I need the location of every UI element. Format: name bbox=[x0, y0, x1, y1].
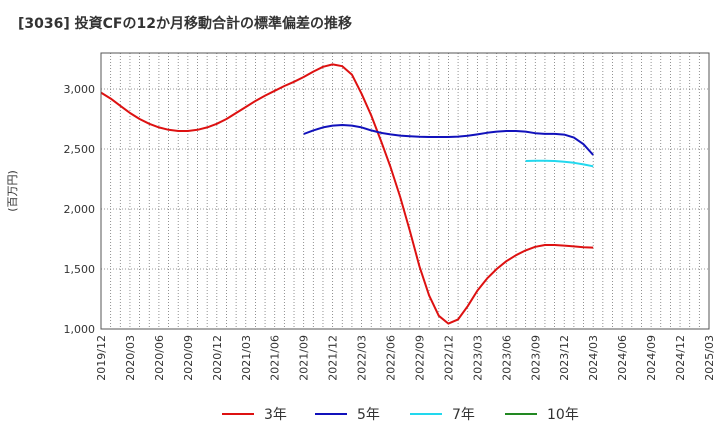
legend-label: 3年 bbox=[264, 407, 287, 423]
y-tick-label: 1,500 bbox=[64, 263, 96, 276]
x-tick-label: 2021/06 bbox=[269, 335, 282, 381]
x-tick-label: 2020/06 bbox=[153, 335, 166, 381]
legend-label: 5年 bbox=[357, 407, 380, 423]
grid-layer bbox=[100, 53, 710, 330]
y-tick-label: 3,000 bbox=[64, 83, 96, 96]
x-tick-label: 2021/12 bbox=[327, 335, 340, 381]
x-tick-label: 2024/03 bbox=[587, 335, 600, 381]
x-tick-label: 2022/06 bbox=[385, 335, 398, 381]
y-tick-label: 2,500 bbox=[64, 143, 96, 156]
x-tick-label: 2023/12 bbox=[558, 335, 571, 381]
x-tick-label: 2021/03 bbox=[240, 335, 253, 381]
x-tick-label: 2024/09 bbox=[645, 335, 658, 381]
x-tick-label: 2024/06 bbox=[616, 335, 629, 381]
series-line-1 bbox=[303, 124, 594, 156]
x-tick-label: 2023/09 bbox=[529, 335, 542, 381]
x-tick-label: 2022/12 bbox=[442, 335, 455, 381]
x-tick-label: 2024/12 bbox=[674, 335, 687, 381]
x-tick-label: 2020/03 bbox=[124, 335, 137, 381]
x-tick-labels: 2019/12 2020/03 2020/06 2020/09 2020/12 2021/… bbox=[95, 335, 716, 381]
y-axis-label: (百万円) bbox=[6, 170, 19, 212]
legend-label: 7年 bbox=[452, 407, 475, 423]
x-tick-label: 2019/12 bbox=[95, 335, 108, 381]
series-layer bbox=[100, 63, 594, 325]
x-tick-label: 2021/09 bbox=[298, 335, 311, 381]
plot-frame bbox=[100, 52, 710, 330]
x-tick-label: 2022/09 bbox=[413, 335, 426, 381]
legend-label: 10年 bbox=[547, 407, 579, 423]
x-tick-label: 2022/03 bbox=[356, 335, 369, 381]
x-tick-label: 2020/09 bbox=[182, 335, 195, 381]
legend: 3年 5年 7年 10年 bbox=[222, 407, 579, 423]
chart-title: [3036] 投資CFの12か月移動合計の標準偏差の推移 bbox=[18, 16, 352, 32]
y-tick-label: 2,000 bbox=[64, 203, 96, 216]
x-tick-label: 2023/06 bbox=[500, 335, 513, 381]
y-tick-labels: 1,000 1,500 2,000 2,500 3,000 bbox=[64, 83, 96, 336]
x-tick-label: 2025/03 bbox=[703, 335, 716, 381]
series-line-0 bbox=[100, 63, 594, 325]
y-tick-label: 1,000 bbox=[64, 323, 96, 336]
x-tick-label: 2023/03 bbox=[471, 335, 484, 381]
series-line-2 bbox=[525, 159, 594, 168]
x-tick-label: 2020/12 bbox=[211, 335, 224, 381]
